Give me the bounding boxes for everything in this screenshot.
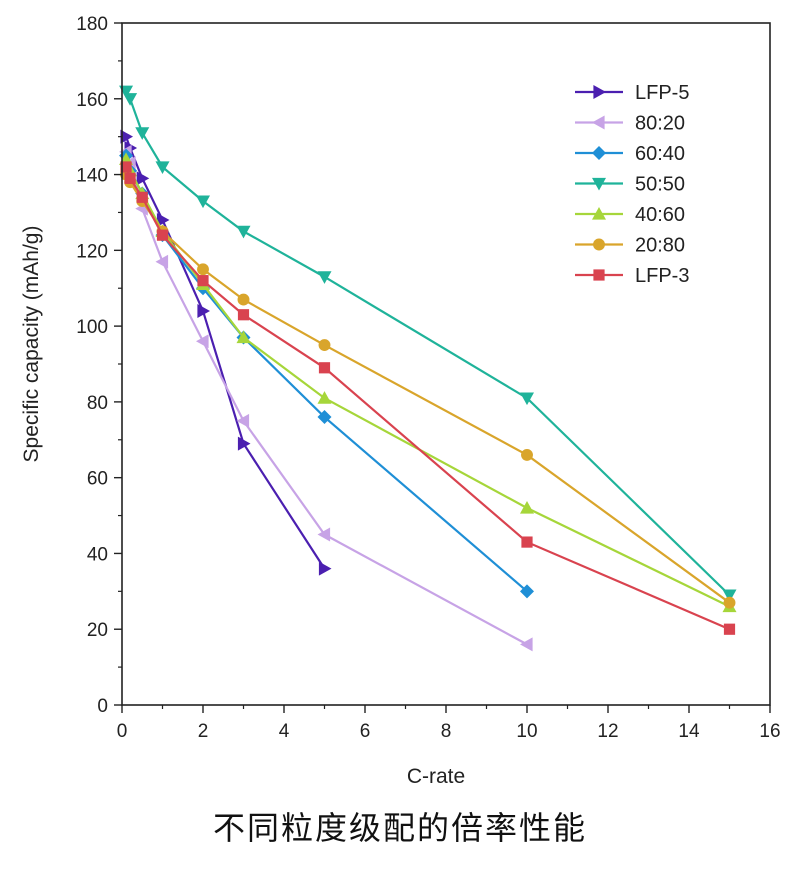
data-point xyxy=(317,391,332,404)
legend-entry: 50:50 xyxy=(575,174,685,196)
data-point xyxy=(318,362,331,374)
y-tick-label: 80 xyxy=(87,393,108,414)
data-point xyxy=(155,161,170,174)
legend-label: LFP-5 xyxy=(635,82,689,104)
y-tick-label: 20 xyxy=(87,620,108,641)
x-tick-label: 0 xyxy=(117,721,128,742)
y-tick-label: 160 xyxy=(76,90,108,111)
data-point xyxy=(317,527,331,542)
data-point xyxy=(135,127,150,140)
legend-marker xyxy=(592,207,606,220)
data-point xyxy=(521,536,533,548)
data-point xyxy=(197,303,210,318)
legend-entry: 20:80 xyxy=(575,235,685,257)
y-tick-label: 100 xyxy=(76,317,108,338)
legend-entry: 80:20 xyxy=(575,113,685,135)
series-20-80 xyxy=(120,168,736,609)
data-point xyxy=(318,561,332,576)
data-point xyxy=(723,596,736,609)
legend-entry: 40:60 xyxy=(575,204,685,226)
legend-label: 60:40 xyxy=(635,143,685,165)
legend-marker xyxy=(592,177,606,191)
x-tick-label: 10 xyxy=(516,721,537,742)
data-point xyxy=(156,229,169,241)
figure-caption: 不同粒度级配的倍率性能 xyxy=(212,809,587,847)
data-point xyxy=(236,413,250,428)
data-point xyxy=(520,584,534,599)
legend-label: 50:50 xyxy=(635,174,685,196)
x-tick-label: 6 xyxy=(360,721,371,742)
y-tick-label: 40 xyxy=(87,544,108,565)
data-point xyxy=(236,330,251,344)
x-tick-label: 8 xyxy=(441,721,452,742)
data-point xyxy=(156,213,170,228)
legend-entry: LFP-5 xyxy=(575,82,689,104)
data-point xyxy=(155,254,169,269)
legend-label: 20:80 xyxy=(635,235,685,257)
plot-area xyxy=(119,85,737,652)
legend-marker xyxy=(593,85,606,99)
legend-marker xyxy=(592,115,605,130)
data-point xyxy=(237,309,250,321)
x-tick-label: 16 xyxy=(759,721,780,742)
legend-label: 40:60 xyxy=(635,204,685,226)
y-axis-title: Specific capacity (mAh/g) xyxy=(20,226,43,463)
legend-label: 80:20 xyxy=(635,113,685,135)
legend-marker xyxy=(593,269,605,281)
data-point xyxy=(196,334,209,349)
data-point xyxy=(123,93,138,106)
data-point xyxy=(196,195,210,209)
data-point xyxy=(520,637,533,652)
y-tick-label: 120 xyxy=(76,241,108,262)
data-point xyxy=(317,271,332,284)
data-point xyxy=(237,293,250,306)
data-point xyxy=(124,172,136,184)
x-tick-label: 4 xyxy=(279,721,290,742)
series-line xyxy=(125,90,731,596)
data-point xyxy=(120,161,132,173)
data-point xyxy=(317,410,332,425)
data-point xyxy=(197,275,209,287)
legend-entry: LFP-3 xyxy=(575,265,689,287)
data-point xyxy=(120,129,134,144)
legend: LFP-5 80:20 60:40 50:50 40:60 20:80 LFP-3 xyxy=(575,82,689,287)
y-tick-label: 0 xyxy=(97,696,108,717)
x-axis-title: C-rate xyxy=(407,765,465,788)
x-tick-label: 12 xyxy=(597,721,618,742)
data-point xyxy=(136,171,150,186)
legend-label: LFP-3 xyxy=(635,265,689,287)
data-point xyxy=(722,589,737,603)
y-tick-label: 60 xyxy=(87,469,108,490)
data-point xyxy=(136,191,148,203)
series-line xyxy=(124,155,528,593)
series-50-50 xyxy=(119,85,737,603)
data-point xyxy=(318,339,331,352)
data-point xyxy=(520,392,534,406)
y-tick-label: 180 xyxy=(76,14,108,35)
legend-entry: 60:40 xyxy=(575,143,685,165)
data-point xyxy=(723,623,736,635)
series-line xyxy=(125,159,730,608)
data-point xyxy=(520,500,534,514)
axes: 0 2 4 6 8 10 12 14 16020406080100120140160180C-r… xyxy=(20,14,781,788)
data-point xyxy=(197,263,209,276)
series-line xyxy=(125,136,326,570)
legend-marker xyxy=(592,146,606,160)
y-tick-label: 140 xyxy=(76,166,108,187)
rate-capability-chart: 0 2 4 6 8 10 12 14 16020406080100120140160180C-r… xyxy=(20,14,781,788)
data-point xyxy=(236,225,251,239)
legend-marker xyxy=(593,238,605,251)
x-tick-label: 2 xyxy=(198,721,209,742)
series-lfp-3 xyxy=(120,161,736,635)
data-point xyxy=(521,448,533,461)
data-point xyxy=(237,436,251,451)
x-tick-label: 14 xyxy=(678,721,700,742)
